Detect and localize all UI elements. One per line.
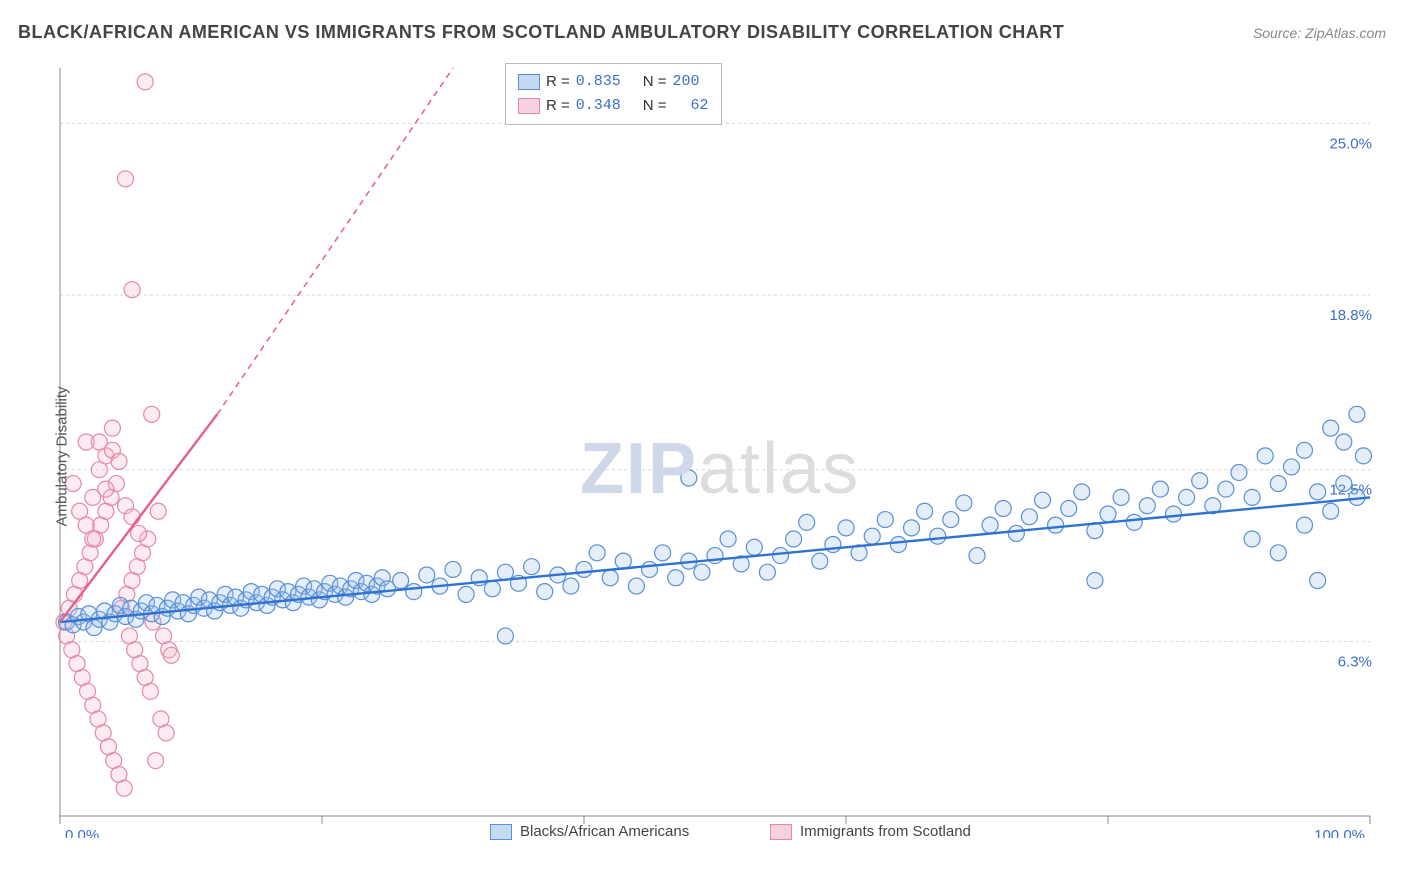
n-value: 62 (673, 94, 709, 118)
legend-row: R = 0.835 N = 200 (518, 70, 709, 94)
n-label: N = (643, 94, 667, 118)
r-label: R = (546, 70, 570, 94)
svg-text:18.8%: 18.8% (1329, 307, 1372, 324)
source-attribution: Source: ZipAtlas.com (1253, 25, 1386, 41)
series-label: Immigrants from Scotland (800, 823, 971, 840)
correlation-legend: R = 0.835 N = 200 R = 0.348 N = 62 (505, 63, 722, 125)
y-axis-title: Ambulatory Disability (54, 386, 71, 526)
r-label: R = (546, 94, 570, 118)
chart-area: 6.3%12.5%18.8%25.0%0.0%100.0% Ambulatory… (50, 58, 1380, 838)
svg-text:25.0%: 25.0% (1329, 135, 1372, 152)
series-legend-1: Blacks/African Americans (490, 823, 689, 840)
svg-text:6.3%: 6.3% (1338, 653, 1372, 670)
scatter-chart-svg: 6.3%12.5%18.8%25.0%0.0%100.0% (50, 58, 1380, 838)
n-value: 200 (673, 70, 700, 94)
legend-swatch-blue (518, 74, 540, 90)
r-value: 0.835 (576, 70, 621, 94)
legend-swatch-pink (770, 824, 792, 840)
svg-text:0.0%: 0.0% (65, 827, 99, 838)
svg-text:100.0%: 100.0% (1314, 827, 1365, 838)
series-label: Blacks/African Americans (520, 823, 689, 840)
legend-row: R = 0.348 N = 62 (518, 94, 709, 118)
n-label: N = (643, 70, 667, 94)
legend-swatch-blue (490, 824, 512, 840)
legend-swatch-pink (518, 98, 540, 114)
series-legend-2: Immigrants from Scotland (770, 823, 971, 840)
r-value: 0.348 (576, 94, 621, 118)
chart-title: BLACK/AFRICAN AMERICAN VS IMMIGRANTS FRO… (18, 22, 1064, 43)
